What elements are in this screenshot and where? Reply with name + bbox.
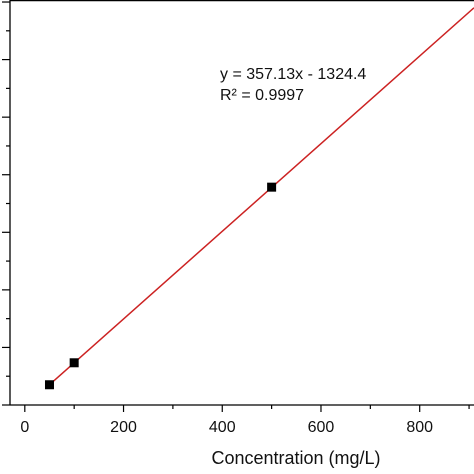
fit-line — [48, 7, 474, 386]
x-axis-title: Concentration (mg/L) — [211, 448, 380, 468]
x-tick-label: 800 — [406, 419, 433, 436]
equation-annotation: y = 357.13x - 1324.4 — [220, 66, 366, 83]
y-ticks — [2, 1, 10, 406]
x-tick-label: 600 — [308, 419, 335, 436]
data-point — [267, 182, 277, 192]
r-squared-annotation: R² = 0.9997 — [220, 87, 304, 104]
x-tick-labels: 0 200 400 600 800 — [20, 419, 433, 436]
x-tick-label: 200 — [110, 419, 137, 436]
x-tick-label: 400 — [209, 419, 236, 436]
data-point — [44, 380, 54, 390]
x-ticks — [24, 405, 470, 412]
x-tick-label: 0 — [20, 419, 29, 436]
plot-frame — [9, 0, 474, 406]
data-point — [69, 358, 79, 368]
data-points — [44, 182, 277, 390]
fit-line-layer — [48, 7, 474, 386]
